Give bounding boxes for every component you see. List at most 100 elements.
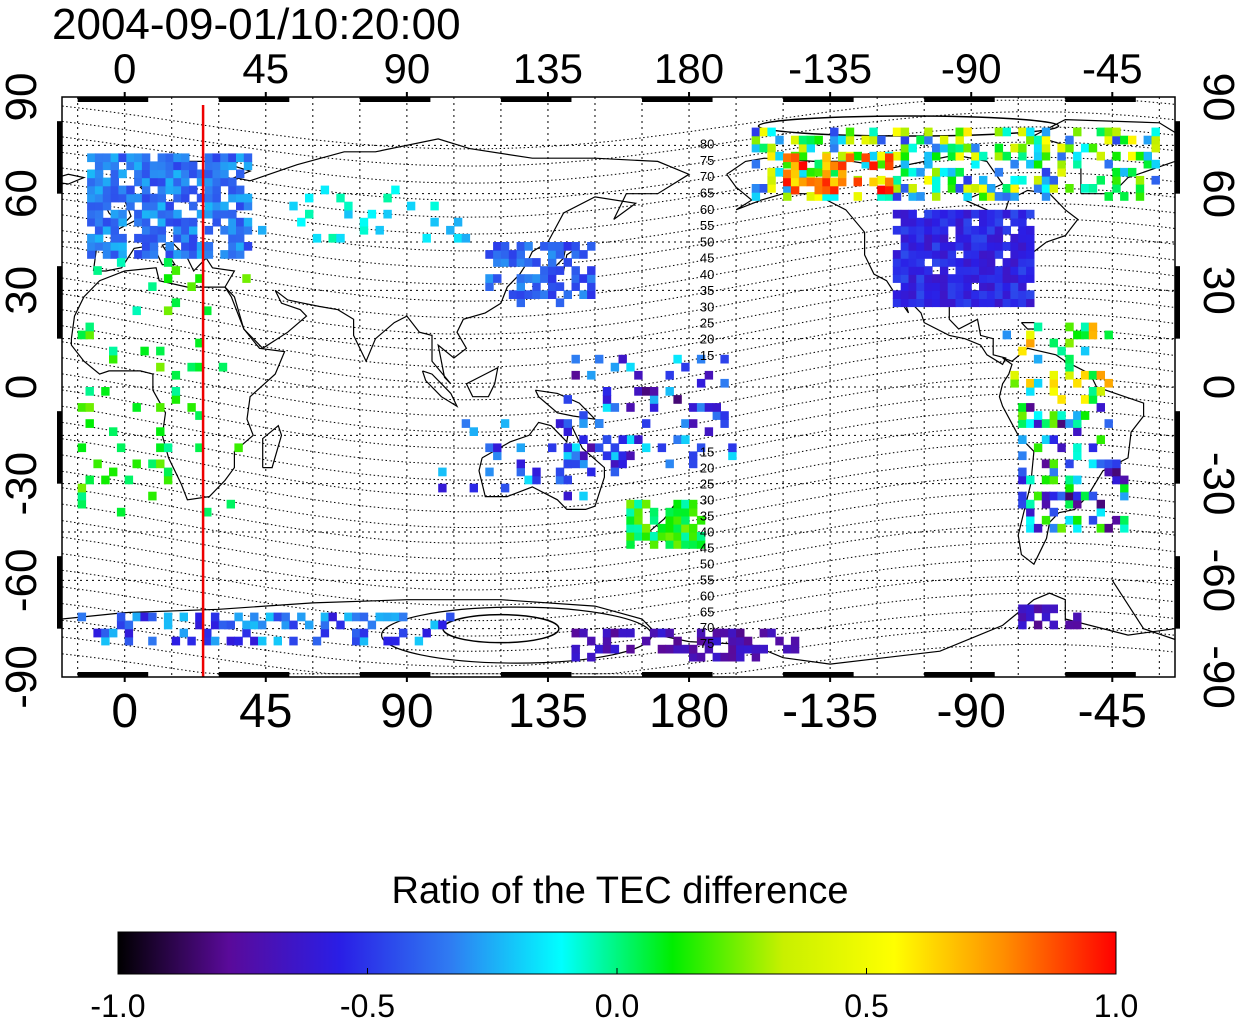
tec-pixel xyxy=(1002,192,1011,201)
tec-pixel xyxy=(85,403,94,412)
tec-pixel xyxy=(783,153,792,163)
tec-pixel xyxy=(1135,184,1145,193)
tec-pixel xyxy=(861,159,870,169)
lon-tick-label-bottom: -90 xyxy=(937,685,1006,738)
tec-pixel xyxy=(571,370,580,380)
tec-pixel xyxy=(861,135,870,145)
tec-pixel xyxy=(924,135,933,145)
tec-pixel xyxy=(493,250,502,259)
tec-pixel xyxy=(493,443,502,453)
tec-pixel xyxy=(1049,475,1058,485)
tec-pixel xyxy=(1049,175,1058,185)
tec-pixel xyxy=(1049,338,1058,348)
contour-line xyxy=(62,541,1175,606)
tec-pixel xyxy=(87,217,96,227)
tec-pixel xyxy=(979,225,988,235)
tec-pixel xyxy=(1049,459,1058,469)
tec-pixel xyxy=(587,290,596,299)
tec-pixel xyxy=(1073,151,1082,161)
lon-tick-label-bottom: -135 xyxy=(782,685,878,738)
tec-pixel xyxy=(979,242,988,251)
tec-pixel xyxy=(1010,378,1019,388)
tec-pixel xyxy=(963,242,972,251)
tec-pixel xyxy=(892,209,902,219)
tec-pixel xyxy=(195,620,204,630)
frame-band xyxy=(218,672,290,677)
tec-pixel xyxy=(916,250,925,259)
tec-pixel xyxy=(163,612,173,622)
frame-band xyxy=(57,266,62,339)
tec-pixel xyxy=(1096,435,1105,444)
tec-pixel xyxy=(1010,217,1019,227)
tec-pixel xyxy=(579,411,588,420)
tec-pixel xyxy=(1018,127,1027,137)
tec-pixel xyxy=(939,298,949,308)
tec-pixel xyxy=(932,282,941,291)
lon-tick xyxy=(123,92,126,97)
tec-pixel xyxy=(1049,387,1058,396)
lon-tick-label-bottom: -45 xyxy=(1078,685,1147,738)
tec-pixel xyxy=(508,258,518,267)
tec-pixel xyxy=(955,274,964,283)
lat-tick-label-right: 60 xyxy=(1194,169,1240,218)
tec-pixel xyxy=(587,274,596,283)
tec-pixel xyxy=(124,628,134,638)
tec-pixel xyxy=(555,250,565,259)
tec-pixel xyxy=(173,193,182,203)
tec-pixel xyxy=(720,652,729,662)
tec-pixel xyxy=(110,169,119,179)
tec-pixel xyxy=(141,201,151,211)
tec-pixel xyxy=(156,443,165,453)
tec-pixel xyxy=(1018,217,1027,227)
tec-pixel xyxy=(77,491,87,501)
tec-pixel xyxy=(1096,151,1105,161)
tec-pixel xyxy=(1018,143,1027,153)
tec-pixel xyxy=(134,250,143,259)
tec-pixel xyxy=(579,290,588,299)
colorbar-title: Ratio of the TEC difference xyxy=(391,870,849,912)
contour-label: 15 xyxy=(700,445,714,460)
frame-band xyxy=(783,672,854,677)
tec-pixel xyxy=(1104,127,1113,137)
tec-pixel xyxy=(328,612,337,622)
coastline xyxy=(465,366,499,398)
tec-pixel xyxy=(1041,499,1051,509)
tec-pixel xyxy=(908,143,917,153)
lon-tick xyxy=(1111,677,1114,682)
tec-pixel xyxy=(563,451,572,461)
tec-pixel xyxy=(140,346,149,356)
tec-pixel xyxy=(1018,451,1027,461)
colorbar-tick-label: -1.0 xyxy=(90,988,145,1024)
tec-pixel xyxy=(712,628,721,638)
tec-pixel xyxy=(118,217,127,227)
tec-pixel xyxy=(1073,515,1082,525)
tec-pixel xyxy=(204,242,214,251)
frame-band xyxy=(924,97,995,102)
tec-pixel xyxy=(171,387,181,396)
tec-pixel xyxy=(1026,387,1035,396)
tec-pixel xyxy=(181,233,190,243)
tec-pixel xyxy=(94,185,104,195)
tec-pixel xyxy=(212,217,221,227)
tec-pixel xyxy=(885,185,894,195)
tec-pixel xyxy=(767,167,776,177)
tec-pixel xyxy=(1026,419,1035,428)
tec-pixel xyxy=(141,177,151,187)
tec-pixel xyxy=(118,169,127,179)
tec-pixel xyxy=(947,250,957,259)
tec-pixel xyxy=(822,153,831,163)
tec-pixel xyxy=(900,225,910,235)
tec-pixel xyxy=(994,274,1004,283)
contour-label: 20 xyxy=(700,461,714,476)
tec-pixel xyxy=(532,290,541,299)
tec-pixel xyxy=(110,217,119,227)
tec-pixel xyxy=(932,175,941,185)
tec-pixel xyxy=(493,451,502,461)
tec-pixel xyxy=(963,282,972,291)
tec-pixel xyxy=(508,290,518,299)
tec-pixel xyxy=(173,161,182,171)
tec-pixel xyxy=(626,523,635,533)
tec-pixel xyxy=(1018,411,1027,420)
tec-pixel xyxy=(555,282,565,291)
